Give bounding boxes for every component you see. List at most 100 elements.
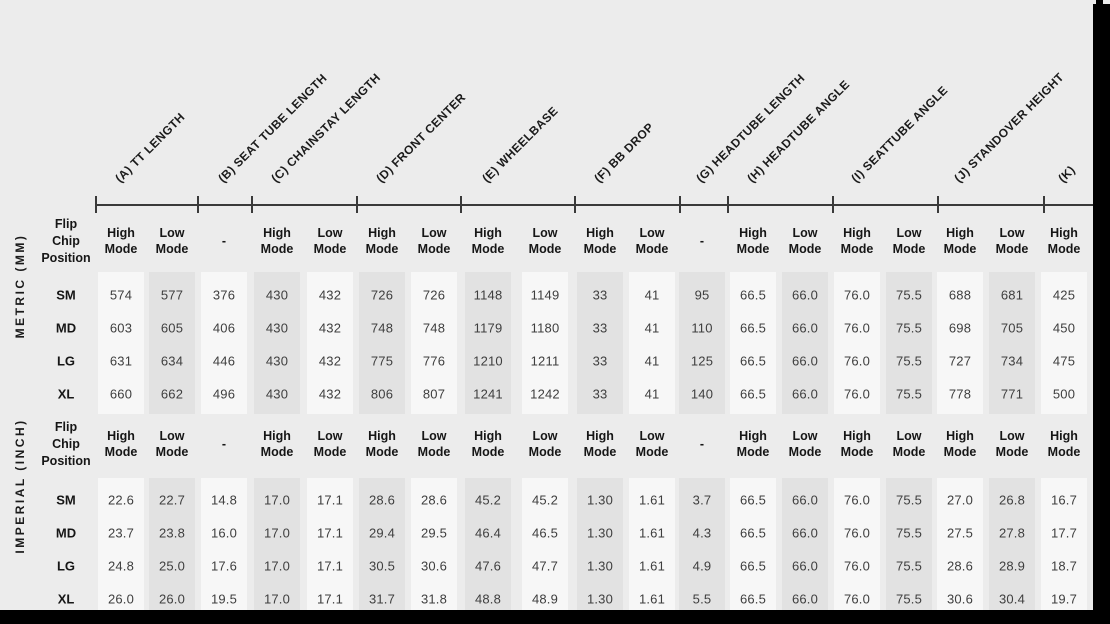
table-cell: 1.30 <box>586 558 614 574</box>
table-cell: 140 <box>690 386 714 402</box>
mode-subheader: High Mode <box>943 226 977 256</box>
column-stripe <box>1041 478 1087 610</box>
table-cell: 41 <box>644 320 660 336</box>
table-cell: 1148 <box>473 287 503 303</box>
mode-subheader: High Mode <box>736 226 770 256</box>
header-axis-tick <box>197 196 199 213</box>
column-stripe <box>359 272 405 414</box>
header-axis-tick <box>679 196 681 213</box>
column-stripe <box>886 478 932 610</box>
table-cell: 66.0 <box>791 525 819 541</box>
table-cell: 748 <box>370 320 394 336</box>
column-stripe <box>577 272 623 414</box>
table-cell: 25.0 <box>158 558 186 574</box>
table-cell: 1210 <box>473 353 503 369</box>
mode-subheader: Low Mode <box>313 226 347 256</box>
table-cell: 75.5 <box>895 287 923 303</box>
table-cell: 66.0 <box>791 591 819 607</box>
bottom-frame-bar <box>0 610 1110 624</box>
column-stripe <box>679 272 725 414</box>
mode-subheader: High Mode <box>736 429 770 459</box>
mode-subheader: High Mode <box>1047 429 1081 459</box>
mode-subheader: Low Mode <box>155 226 189 256</box>
column-stripe <box>201 478 247 610</box>
mode-subheader: High Mode <box>365 226 399 256</box>
mode-subheader: High Mode <box>260 429 294 459</box>
mode-subheader: Low Mode <box>788 429 822 459</box>
table-cell: 76.0 <box>843 492 871 508</box>
mode-subheader: Low Mode <box>155 429 189 459</box>
column-stripe <box>730 272 776 414</box>
table-cell: 66.5 <box>739 558 767 574</box>
header-axis-tick <box>95 196 97 213</box>
table-cell: 66.0 <box>791 492 819 508</box>
table-cell: 46.4 <box>474 525 502 541</box>
table-cell: 430 <box>265 386 289 402</box>
table-cell: 775 <box>370 353 394 369</box>
table-cell: 76.0 <box>843 353 871 369</box>
table-cell: 17.1 <box>316 591 344 607</box>
column-stripe <box>989 478 1035 610</box>
mode-subheader: High Mode <box>365 429 399 459</box>
table-cell: 1211 <box>530 353 560 369</box>
table-cell: 688 <box>948 287 972 303</box>
table-cell: 748 <box>422 320 446 336</box>
mode-subheader: High Mode <box>840 429 874 459</box>
table-cell: 681 <box>1000 287 1024 303</box>
table-cell: 16.0 <box>210 525 238 541</box>
table-cell: 33 <box>592 320 608 336</box>
table-cell: 66.0 <box>791 386 819 402</box>
mode-subheader: Low Mode <box>788 226 822 256</box>
column-stripe <box>834 272 880 414</box>
table-cell: 22.6 <box>107 492 135 508</box>
table-cell: 41 <box>644 386 660 402</box>
header-axis-tick <box>832 196 834 213</box>
column-stripe <box>359 478 405 610</box>
table-cell: 807 <box>422 386 446 402</box>
table-cell: 406 <box>212 320 236 336</box>
table-cell: 33 <box>592 287 608 303</box>
table-cell: 66.5 <box>739 287 767 303</box>
table-cell: 66.0 <box>791 320 819 336</box>
table-cell: 28.9 <box>998 558 1026 574</box>
table-cell: 29.4 <box>368 525 396 541</box>
mode-subheader: High Mode <box>943 429 977 459</box>
table-cell: 95 <box>694 287 710 303</box>
table-cell: 726 <box>370 287 394 303</box>
table-cell: 662 <box>160 386 184 402</box>
table-cell: 19.5 <box>210 591 238 607</box>
size-label: LG <box>56 558 76 574</box>
table-cell: 1.61 <box>638 591 666 607</box>
column-stripe <box>1041 272 1087 414</box>
table-cell: 778 <box>948 386 972 402</box>
column-stripe <box>629 478 675 610</box>
table-cell: 605 <box>160 320 184 336</box>
flip-chip-position-header-metric: Flip Chip Position <box>41 217 91 265</box>
column-group-header: (J) STANDOVER HEIGHT <box>951 69 1067 186</box>
column-stripe <box>577 478 623 610</box>
table-cell: 31.8 <box>420 591 448 607</box>
table-cell: 17.0 <box>263 525 291 541</box>
table-cell: 603 <box>109 320 133 336</box>
column-group-header: (D) FRONT CENTER <box>373 90 469 186</box>
table-cell: 4.9 <box>692 558 712 574</box>
mode-subheader: High Mode <box>583 226 617 256</box>
table-cell: 47.7 <box>531 558 559 574</box>
table-cell: 76.0 <box>843 386 871 402</box>
right-frame-bar <box>1093 4 1110 624</box>
header-axis-tick <box>460 196 462 213</box>
mode-subheader: - <box>699 234 705 248</box>
column-stripe <box>937 478 983 610</box>
column-stripe <box>629 272 675 414</box>
table-cell: 41 <box>644 353 660 369</box>
table-cell: 432 <box>318 386 342 402</box>
header-axis-tick <box>356 196 358 213</box>
size-label: LG <box>56 353 76 369</box>
table-cell: 22.7 <box>158 492 186 508</box>
table-cell: 66.0 <box>791 287 819 303</box>
mode-subheader: High Mode <box>840 226 874 256</box>
table-cell: 432 <box>318 287 342 303</box>
table-cell: 660 <box>109 386 133 402</box>
table-cell: 75.5 <box>895 386 923 402</box>
